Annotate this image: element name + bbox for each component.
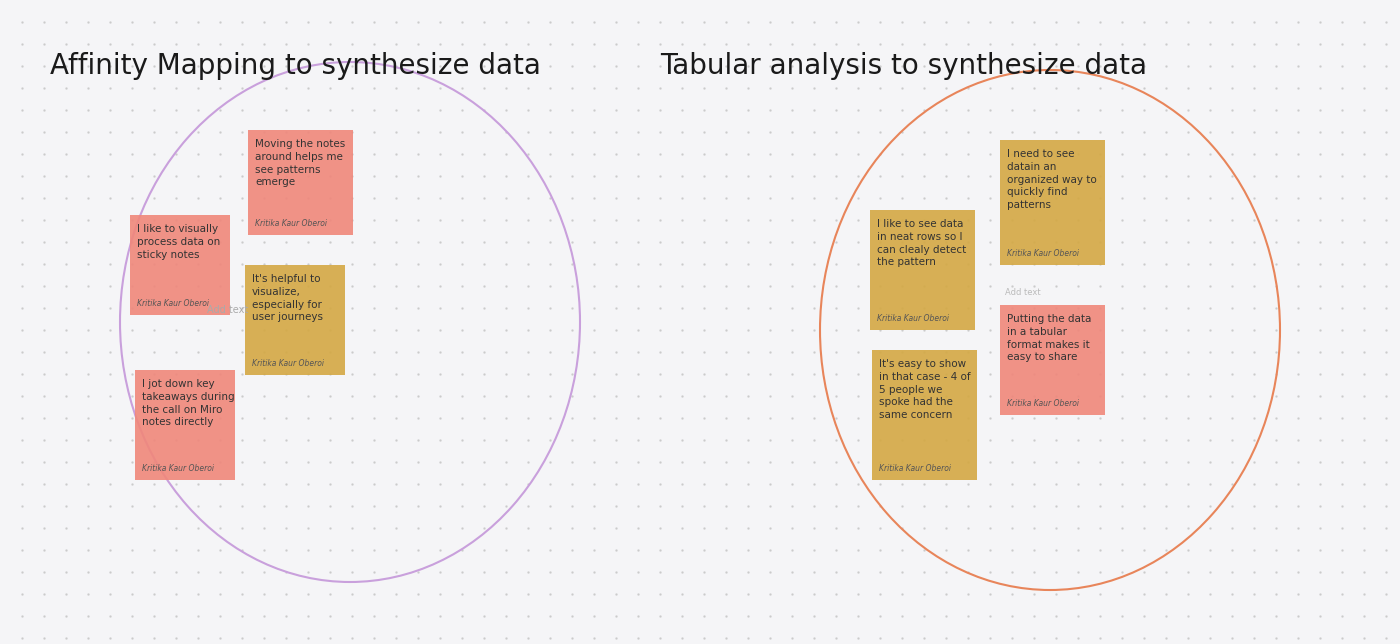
Text: Tabular analysis to synthesize data: Tabular analysis to synthesize data: [659, 52, 1147, 80]
Text: I like to visually
process data on
sticky notes: I like to visually process data on stick…: [137, 224, 220, 260]
Text: Kritika Kaur Oberoi: Kritika Kaur Oberoi: [879, 464, 951, 473]
FancyBboxPatch shape: [245, 265, 344, 375]
FancyBboxPatch shape: [869, 210, 974, 330]
FancyBboxPatch shape: [1000, 140, 1105, 265]
FancyBboxPatch shape: [872, 350, 977, 480]
FancyBboxPatch shape: [130, 215, 230, 315]
Text: Kritika Kaur Oberoi: Kritika Kaur Oberoi: [1007, 399, 1079, 408]
Text: I like to see data
in neat rows so I
can clealy detect
the pattern: I like to see data in neat rows so I can…: [876, 219, 966, 267]
Text: Add text: Add text: [1005, 288, 1040, 297]
Text: Putting the data
in a tabular
format makes it
easy to share: Putting the data in a tabular format mak…: [1007, 314, 1092, 363]
Text: Kritika Kaur Oberoi: Kritika Kaur Oberoi: [252, 359, 323, 368]
Text: Kritika Kaur Oberoi: Kritika Kaur Oberoi: [141, 464, 214, 473]
FancyBboxPatch shape: [1000, 305, 1105, 415]
Text: Kritika Kaur Oberoi: Kritika Kaur Oberoi: [255, 219, 328, 228]
Text: Moving the notes
around helps me
see patterns
emerge: Moving the notes around helps me see pat…: [255, 139, 346, 187]
FancyBboxPatch shape: [248, 130, 353, 235]
Text: Add text: Add text: [207, 305, 249, 315]
Text: I jot down key
takeaways during
the call on Miro
notes directly: I jot down key takeaways during the call…: [141, 379, 235, 428]
Text: Affinity Mapping to synthesize data: Affinity Mapping to synthesize data: [50, 52, 540, 80]
FancyBboxPatch shape: [134, 370, 235, 480]
Text: I need to see
datain an
organized way to
quickly find
patterns: I need to see datain an organized way to…: [1007, 149, 1096, 210]
Text: Kritika Kaur Oberoi: Kritika Kaur Oberoi: [876, 314, 949, 323]
Text: It's easy to show
in that case - 4 of
5 people we
spoke had the
same concern: It's easy to show in that case - 4 of 5 …: [879, 359, 970, 420]
Text: Kritika Kaur Oberoi: Kritika Kaur Oberoi: [1007, 249, 1079, 258]
Text: It's helpful to
visualize,
especially for
user journeys: It's helpful to visualize, especially fo…: [252, 274, 323, 323]
Text: Kritika Kaur Oberoi: Kritika Kaur Oberoi: [137, 299, 209, 308]
